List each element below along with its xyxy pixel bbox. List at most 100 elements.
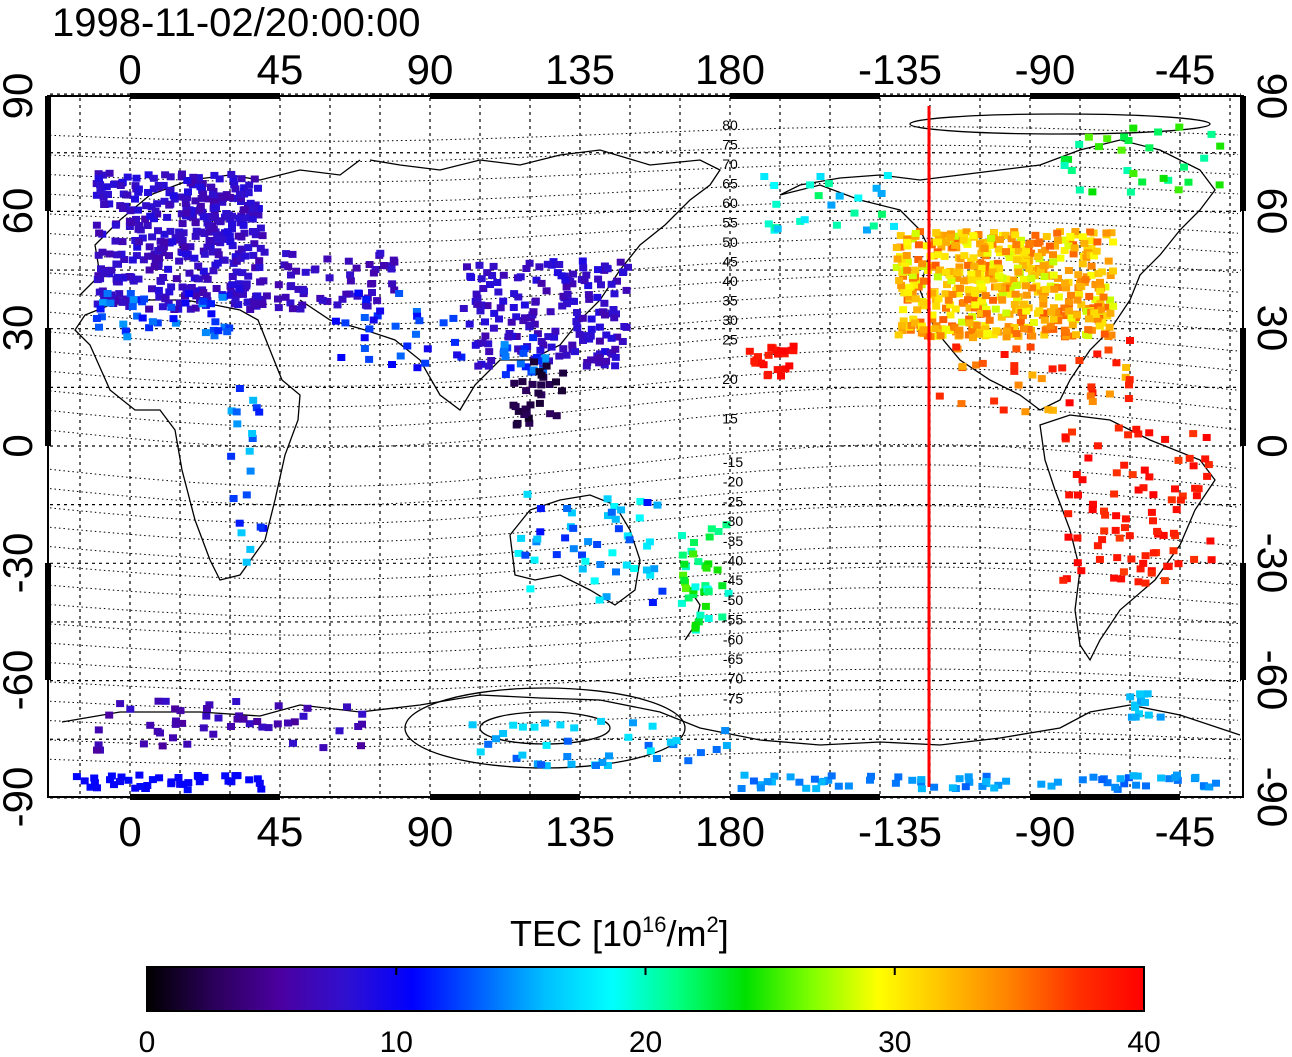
lon-tick-label-top: 45 <box>257 46 304 93</box>
tec-pixel <box>1086 228 1095 236</box>
tec-pixel <box>1125 532 1134 540</box>
tec-pixel <box>592 762 600 769</box>
tec-pixel <box>179 780 188 788</box>
tec-pixel <box>245 206 254 213</box>
colorbar-tick-label: 20 <box>629 1026 662 1057</box>
tec-pixel <box>1136 690 1145 698</box>
tec-pixel <box>113 251 122 259</box>
tec-pixel <box>239 715 248 723</box>
tec-pixel <box>917 785 926 793</box>
tec-pixel <box>251 264 260 272</box>
north-pole-contour <box>909 113 1211 135</box>
lat-tick-label-right: 90 <box>1249 73 1292 120</box>
tec-pixel <box>1174 456 1183 464</box>
tec-pixel <box>606 349 615 357</box>
tec-pixel <box>1116 775 1125 783</box>
tec-pixel <box>635 514 644 522</box>
tec-pixel <box>248 435 257 442</box>
tec-pixel <box>611 345 620 353</box>
tec-pixel <box>253 718 262 725</box>
tec-pixel <box>1013 296 1022 304</box>
tec-pixel <box>250 175 259 183</box>
tec-pixel <box>115 290 124 298</box>
tec-pixel <box>999 288 1008 296</box>
lat-tick-label-left: 60 <box>0 188 41 235</box>
lon-tick-label-bottom: 135 <box>545 808 615 855</box>
lon-tick-label-top: 90 <box>407 46 454 93</box>
tec-pixel <box>463 263 471 271</box>
tec-pixel <box>373 312 382 320</box>
tec-pixel <box>343 703 351 711</box>
tec-pixel <box>506 364 515 372</box>
tec-pixel <box>1093 542 1102 550</box>
tec-pixel <box>1054 317 1063 325</box>
contour-label: -30 <box>723 513 743 529</box>
tec-pixel <box>1165 775 1174 783</box>
tec-pixel <box>913 306 922 314</box>
tec-pixel <box>946 311 955 319</box>
tec-pixel <box>582 362 591 370</box>
tec-pixel <box>1073 311 1081 319</box>
tec-pixel <box>412 330 420 338</box>
tec-pixel <box>518 751 527 759</box>
tec-pixel <box>1100 507 1108 515</box>
lat-tick-label-right: -90 <box>1249 767 1292 828</box>
tec-pixel <box>319 744 328 752</box>
tec-pixel <box>990 397 999 405</box>
tec-pixel <box>1072 331 1080 339</box>
tec-pixel <box>483 302 492 310</box>
tec-pixel <box>161 697 170 705</box>
tec-pixel <box>678 532 686 540</box>
tec-pixel <box>587 315 596 323</box>
frame-bar-right <box>1240 96 1246 211</box>
tec-pixel <box>1124 431 1133 439</box>
tec-pixel <box>239 221 248 229</box>
tec-pixel <box>395 290 404 297</box>
tec-pixel <box>533 535 542 543</box>
tec-pixel <box>1040 316 1049 324</box>
tec-pixel <box>892 244 901 251</box>
tec-pixel <box>1202 434 1211 441</box>
tec-pixel <box>636 497 645 505</box>
tec-pixel <box>1141 699 1149 707</box>
tec-pixel <box>1054 274 1062 282</box>
contour-label: 25 <box>722 332 738 348</box>
tec-pixel <box>258 723 267 731</box>
tec-pixel <box>116 182 125 189</box>
latitude-ticks-right: 90 60 30 0 -30 -60 -90 <box>1249 73 1292 828</box>
tec-pixel <box>237 175 246 183</box>
tec-pixel <box>518 378 527 386</box>
tec-pixel <box>496 304 505 312</box>
tec-pixel <box>174 774 183 781</box>
tec-pixel <box>806 181 815 189</box>
tec-pixel <box>365 355 374 363</box>
tec-pixel <box>1111 783 1120 791</box>
tec-pixel <box>1112 469 1121 477</box>
tec-pixel <box>955 331 964 339</box>
tec-pixel <box>95 288 104 296</box>
tec-pixel <box>234 280 243 288</box>
tec-pixel <box>1082 331 1090 339</box>
tec-pixel <box>1095 322 1104 330</box>
tec-pixel <box>540 358 549 366</box>
tec-pixel <box>1189 462 1198 470</box>
tec-pixel <box>235 385 244 392</box>
tec-pixel <box>1215 181 1224 189</box>
contour-label: 70 <box>722 156 738 172</box>
tec-pixel <box>789 347 798 355</box>
tec-pixel <box>178 283 187 291</box>
tec-pixel <box>1004 323 1013 331</box>
tec-pixel <box>956 284 964 292</box>
tec-pixel <box>1012 282 1021 289</box>
tec-pixel <box>684 594 693 602</box>
tec-pixel <box>335 727 344 735</box>
tec-pixel <box>1006 290 1015 298</box>
tec-pixel <box>1105 323 1114 331</box>
tec-pixel <box>133 312 142 320</box>
tec-pixel <box>227 170 236 178</box>
tec-pixel <box>476 307 485 315</box>
tec-pixel <box>255 257 264 265</box>
tec-pixel <box>154 182 163 189</box>
tec-pixel <box>504 333 513 341</box>
lon-tick-label-bottom: 45 <box>257 808 304 855</box>
